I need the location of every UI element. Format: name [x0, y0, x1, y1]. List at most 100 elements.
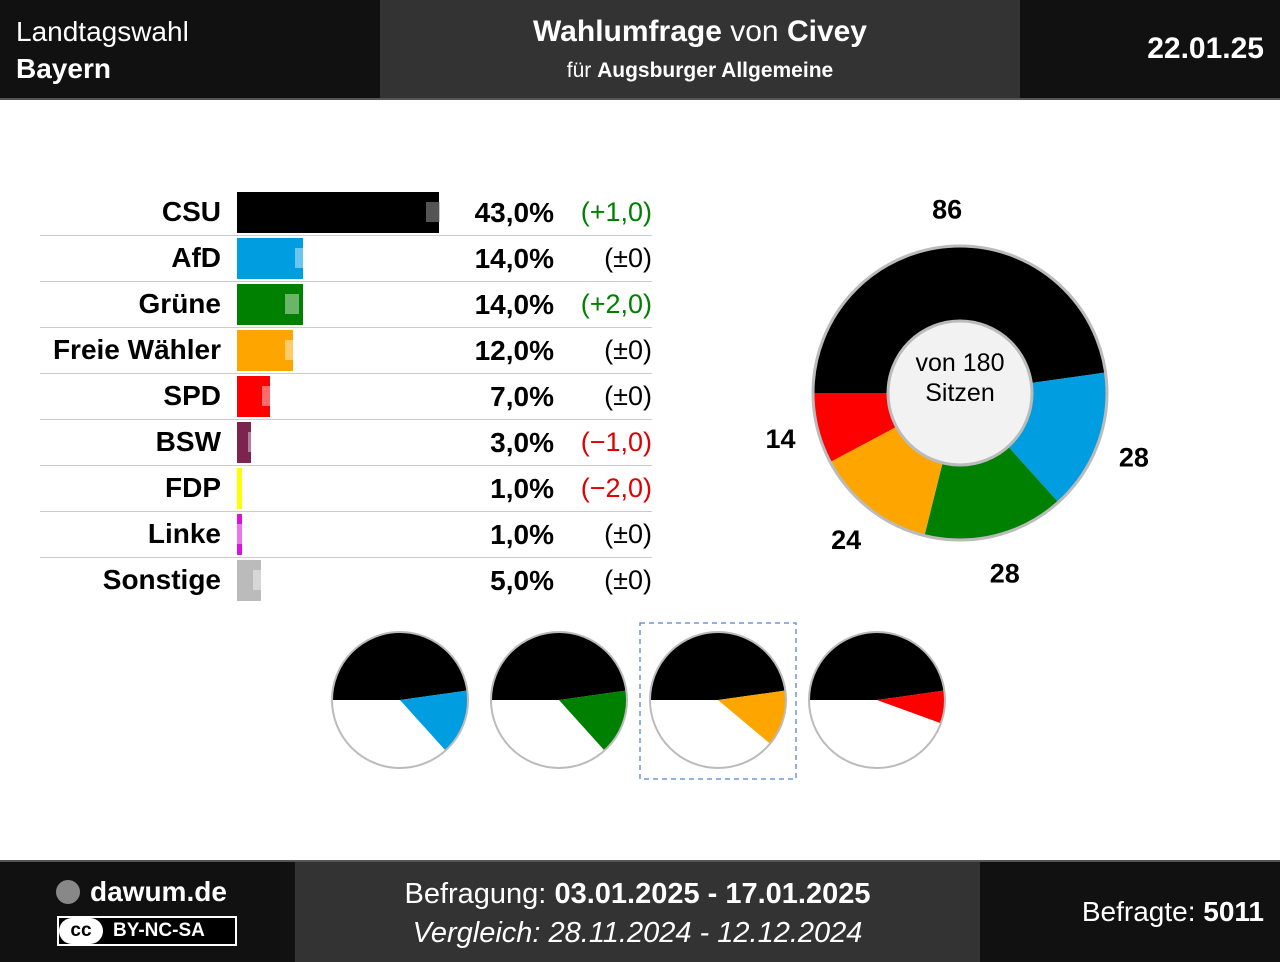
previous-value-marker: [426, 202, 441, 222]
party-name: Grüne: [138, 288, 221, 319]
party-name: Linke: [147, 518, 221, 549]
party-row: Freie Wähler 12,0% (±0): [40, 328, 652, 374]
donut-center: [886, 319, 1034, 467]
party-row: FDP 1,0% (−2,0): [40, 466, 652, 512]
title-mid: von: [721, 15, 787, 48]
party-percent: 7,0%: [490, 381, 554, 412]
election-info: Landtagswahl Bayern: [0, 0, 380, 98]
party-percent: 1,0%: [490, 473, 554, 504]
previous-value-marker: [243, 478, 258, 498]
footer: dawum.de cc BY-NC-SA Befragung: 03.01.202…: [0, 860, 1280, 962]
party-name: Freie Wähler: [52, 334, 221, 365]
election-region: Bayern: [16, 53, 111, 84]
party-name: CSU: [161, 196, 221, 227]
party-name: AfD: [171, 242, 221, 273]
coalition-slice: [400, 690, 468, 751]
survey-label: Befragung:: [404, 878, 555, 910]
coalition-outline: [490, 631, 628, 769]
election-type: Landtagswahl: [16, 16, 189, 47]
party-name: BSW: [155, 426, 221, 457]
coalition-chart: [490, 631, 628, 769]
license-badge[interactable]: cc BY-NC-SA: [57, 916, 237, 946]
coalition-slice: [332, 632, 468, 700]
party-change: (+1,0): [580, 197, 652, 227]
party-bar: [237, 514, 242, 555]
party-bar: [237, 376, 270, 417]
party-change: (±0): [604, 335, 652, 365]
respondents: Befragte: 5011: [1082, 896, 1264, 928]
cc-icon: cc: [59, 918, 103, 944]
respondents-count: 5011: [1203, 896, 1264, 927]
party-bar: [237, 422, 252, 463]
coalition-slice: [718, 690, 786, 744]
seat-unit-text: Sitzen: [925, 379, 994, 407]
seat-slice: [813, 245, 1106, 393]
client: Augsburger Allgemeine: [597, 59, 834, 82]
party-row: CSU 43,0% (+1,0): [40, 190, 652, 236]
previous-value-marker: [247, 432, 262, 452]
party-change: (+2,0): [580, 289, 652, 319]
coalition-slice: [809, 631, 945, 700]
license-text: BY-NC-SA: [113, 920, 205, 941]
previous-value-marker: [252, 570, 267, 590]
coalition-outline: [649, 631, 787, 769]
compare-label: Vergleich:: [412, 917, 549, 949]
seat-count-label: 86: [932, 194, 962, 224]
party-change: (±0): [604, 519, 652, 549]
compare-dates: 28.11.2024 - 12.12.2024: [548, 917, 863, 949]
party-name: Sonstige: [102, 564, 221, 595]
party-percent: 5,0%: [490, 565, 554, 596]
party-percent: 1,0%: [490, 519, 554, 550]
party-change: (−2,0): [580, 473, 652, 503]
title-prefix: Wahlumfrage: [532, 15, 722, 48]
party-change: (±0): [604, 381, 652, 411]
coalition-slice: [559, 690, 627, 751]
poll-title: Wahlumfrage von Civey für Augsburger All…: [380, 0, 1020, 98]
coalition-slice: [650, 631, 786, 700]
party-row: Grüne 14,0% (+2,0): [40, 282, 652, 328]
party-change: (−1,0): [580, 427, 652, 457]
poll-date: 22.01.25: [1147, 32, 1264, 65]
dawum-logo-icon: [56, 880, 80, 904]
party-change: (±0): [604, 243, 652, 273]
party-percent: 14,0%: [474, 289, 554, 320]
party-percent: 43,0%: [474, 197, 554, 228]
coalition-slice: [491, 632, 627, 700]
coalition-chart: [331, 631, 469, 769]
previous-value-marker: [261, 386, 276, 406]
compare-period: Vergleich: 28.11.2024 - 12.12.2024: [295, 917, 980, 950]
party-percent: 12,0%: [474, 335, 554, 366]
pollster: Civey: [786, 15, 867, 48]
party-percent: 14,0%: [474, 243, 554, 274]
client-prefix: für: [566, 59, 598, 82]
respondents-label: Befragte:: [1081, 896, 1204, 927]
party-row: SPD 7,0% (±0): [40, 374, 652, 420]
previous-value-marker: [233, 524, 248, 544]
client-line: für Augsburger Allgemeine: [380, 59, 1020, 83]
coalition-outline: [331, 631, 469, 769]
seat-count-label: 14: [765, 424, 795, 454]
party-bar: [237, 330, 294, 371]
coalition-outline: [808, 631, 946, 769]
seat-count-label: 28: [1119, 442, 1149, 472]
survey-dates: 03.01.2025 - 17.01.2025: [554, 878, 871, 910]
header: Landtagswahl Bayern Wahlumfrage von Cive…: [0, 0, 1280, 100]
coalition-slice: [877, 690, 945, 724]
coalition-highlight-box: [639, 622, 797, 780]
survey-period: Befragung: 03.01.2025 - 17.01.2025: [295, 878, 980, 911]
coalition-chart: [639, 622, 797, 780]
donut-outline: [811, 244, 1109, 542]
party-row: Sonstige 5,0% (±0): [40, 558, 652, 603]
seat-count-label: 24: [831, 525, 861, 555]
site-brand[interactable]: dawum.de: [56, 876, 227, 908]
party-bar: [237, 468, 242, 509]
party-bar: [237, 192, 440, 233]
party-row: BSW 3,0% (−1,0): [40, 420, 652, 466]
party-bar: [237, 238, 303, 279]
party-row: Linke 1,0% (±0): [40, 512, 652, 558]
party-results: CSU 43,0% (+1,0) AfD 14,0% (±0) Grüne 14,0% (+2,…: [40, 190, 652, 603]
seat-total-text: von 180: [916, 349, 1005, 377]
seat-count-label: 28: [990, 559, 1020, 589]
party-bar: [237, 560, 261, 601]
